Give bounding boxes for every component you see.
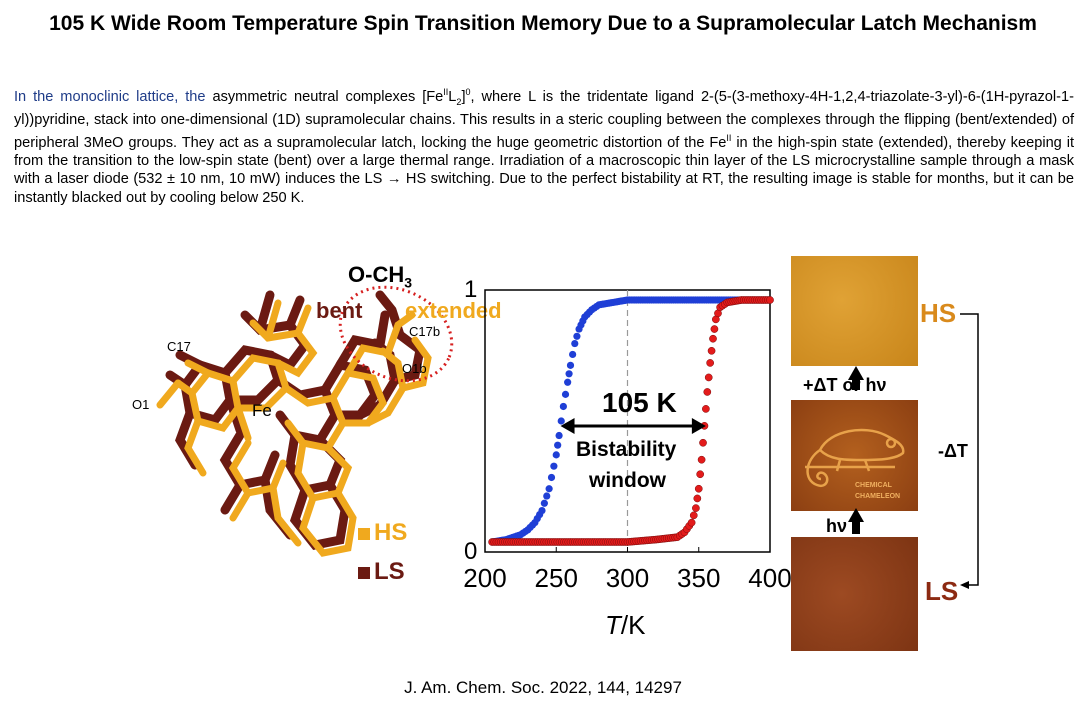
atom-label-o1b: O1b — [402, 361, 427, 376]
arrow-left-icon — [560, 418, 575, 434]
x-tick-label: 300 — [606, 563, 649, 593]
data-point — [704, 373, 713, 382]
stamp-text-2: CHAMELEON — [855, 493, 901, 500]
y-label-bottom: 0 — [464, 538, 478, 565]
legend-ls: LS — [358, 558, 405, 586]
x-axis-title: T/K — [605, 610, 645, 641]
chameleon-icon — [805, 428, 905, 488]
cooling-arrow-line — [960, 313, 979, 586]
molecule-structure-figure — [156, 290, 432, 557]
atom-label-c17b: C17b — [409, 324, 441, 339]
data-point — [706, 359, 714, 367]
arrow-up-icon-2 — [852, 520, 860, 534]
atom-label-fe: Fe — [252, 401, 272, 420]
data-point — [573, 332, 581, 340]
abstract-part1: asymmetric neutral complexes [Fe — [205, 88, 444, 105]
legend-hs: HS — [358, 519, 407, 547]
data-point — [689, 511, 698, 520]
data-point — [710, 325, 719, 333]
spin-transition-chart: 200 250 300 350 400 — [463, 289, 792, 593]
data-point — [555, 431, 563, 440]
y-label-top: 1 — [464, 276, 478, 303]
x-axis-title-unit: /K — [620, 610, 646, 640]
data-point — [566, 361, 575, 369]
paper-title: 105 K Wide Room Temperature Spin Transit… — [49, 12, 1037, 35]
arrow-right-icon — [691, 418, 706, 434]
hs-structure — [156, 299, 432, 557]
abstract-text: In the monoclinic lattice, the asymmetri… — [14, 83, 1074, 207]
window-label-line1: Bistability — [576, 438, 677, 461]
data-point — [571, 339, 579, 348]
data-point — [554, 441, 562, 449]
arrow-up-head-icon — [848, 366, 864, 380]
data-point — [538, 506, 546, 515]
data-point — [692, 504, 700, 512]
data-point — [696, 470, 705, 479]
abstract-sup3: II — [726, 133, 732, 144]
data-point — [694, 484, 703, 493]
data-point — [699, 438, 707, 447]
data-point — [564, 378, 572, 386]
data-point — [766, 296, 774, 304]
arrow-up-head-icon-2 — [848, 508, 864, 522]
x-tick-label: 350 — [677, 563, 720, 593]
data-point — [559, 402, 567, 411]
abstract-sup2: 0 — [465, 87, 471, 97]
hs-photo-label: HS — [920, 298, 957, 328]
data-point — [552, 451, 560, 459]
x-axis-title-var: T — [605, 610, 621, 640]
x-tick-label: 400 — [748, 563, 791, 593]
data-point — [709, 334, 717, 343]
data-point — [697, 455, 706, 464]
data-point — [547, 473, 556, 482]
data-point — [543, 492, 551, 500]
abstract-lead: In the monoclinic lattice, the — [14, 88, 206, 105]
data-point — [702, 405, 710, 413]
legend-hs-label: HS — [374, 519, 408, 546]
bent-label: bent — [316, 298, 363, 323]
atom-label-c17: C17 — [167, 339, 191, 354]
methoxy-text: O-CH — [348, 262, 405, 287]
atom-label-o1: O1 — [132, 397, 150, 412]
heat-or-light-label: +ΔT or hν — [803, 375, 887, 395]
photo-arrows — [848, 313, 979, 589]
data-point — [687, 518, 696, 527]
cool-label: -ΔT — [938, 441, 968, 461]
methoxy-highlight-ellipse — [338, 285, 454, 383]
data-point — [561, 390, 570, 398]
abstract-part3: ] — [461, 88, 466, 105]
methoxy-group-label: O-CH3 — [348, 262, 412, 290]
abstract-part2: L — [448, 88, 457, 105]
abstract-part5: in the high-spin state (extended), there… — [14, 135, 1074, 206]
data-point — [569, 350, 577, 359]
stamp-text-1: CHEMICAL — [855, 482, 892, 489]
ls-photo-label: LS — [925, 576, 959, 606]
x-tick-label: 250 — [535, 563, 578, 593]
data-point — [703, 388, 712, 396]
window-label-line2: window — [589, 469, 666, 492]
legend-ls-label: LS — [374, 558, 405, 585]
abstract-part4: , where L is the tridentate ligand 2-(5-… — [14, 88, 1074, 152]
abstract-sub1: 2 — [456, 96, 462, 107]
x-tick-label: 200 — [463, 563, 506, 593]
data-point — [693, 494, 702, 503]
window-value-label: 105 K — [602, 387, 677, 418]
legend-hs-swatch — [358, 527, 370, 540]
citation: J. Am. Chem. Soc. 2022, 144, 14297 — [404, 678, 682, 697]
hs-photo — [791, 256, 918, 366]
data-point — [540, 499, 548, 507]
data-point — [707, 346, 716, 355]
data-point — [545, 485, 553, 493]
ls-photo — [791, 537, 918, 651]
data-point — [557, 417, 565, 425]
abstract-sup1: II — [443, 87, 449, 97]
light-label: hν — [826, 516, 848, 536]
legend-ls-swatch — [358, 566, 370, 579]
data-point — [550, 462, 558, 470]
data-point — [565, 370, 573, 378]
cooling-arrow-head-icon — [960, 581, 969, 589]
arrow-up-icon — [852, 378, 860, 390]
methoxy-sub: 3 — [404, 274, 413, 291]
